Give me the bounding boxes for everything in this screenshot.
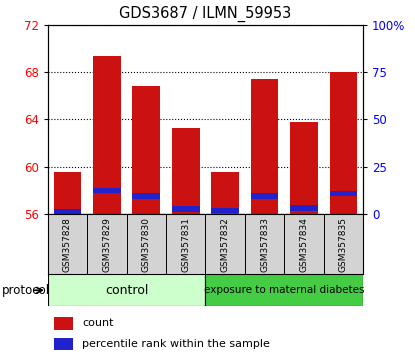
Text: GSM357830: GSM357830 (142, 217, 151, 272)
Bar (54, 338, 73, 350)
Text: GSM357833: GSM357833 (260, 217, 269, 272)
Bar (132, 193, 160, 199)
Text: GSM357829: GSM357829 (103, 217, 111, 272)
Bar (48, 274, 205, 306)
Title: GDS3687 / ILMN_59953: GDS3687 / ILMN_59953 (119, 6, 292, 22)
Text: control: control (105, 284, 148, 297)
Text: GSM357828: GSM357828 (63, 217, 72, 272)
Bar (132, 86, 160, 214)
Bar (205, 274, 363, 306)
Bar (54, 209, 81, 214)
Bar (172, 128, 200, 214)
Text: protocol: protocol (2, 285, 50, 297)
Text: exposure to maternal diabetes: exposure to maternal diabetes (204, 285, 364, 295)
Bar (211, 208, 239, 213)
Text: GSM357835: GSM357835 (339, 217, 348, 272)
Bar (251, 79, 278, 214)
Text: count: count (83, 319, 114, 329)
Text: percentile rank within the sample: percentile rank within the sample (83, 339, 270, 349)
Bar (330, 191, 357, 196)
Bar (211, 172, 239, 214)
Bar (93, 56, 121, 214)
Bar (290, 122, 318, 214)
Bar (251, 193, 278, 199)
Bar (54, 172, 81, 214)
Text: GSM357832: GSM357832 (221, 217, 229, 272)
Bar (172, 206, 200, 212)
Text: GSM357834: GSM357834 (300, 217, 308, 272)
Bar (93, 188, 121, 193)
Text: GSM357831: GSM357831 (181, 217, 190, 272)
Bar (54, 317, 73, 330)
Bar (290, 205, 318, 211)
Bar (330, 72, 357, 214)
